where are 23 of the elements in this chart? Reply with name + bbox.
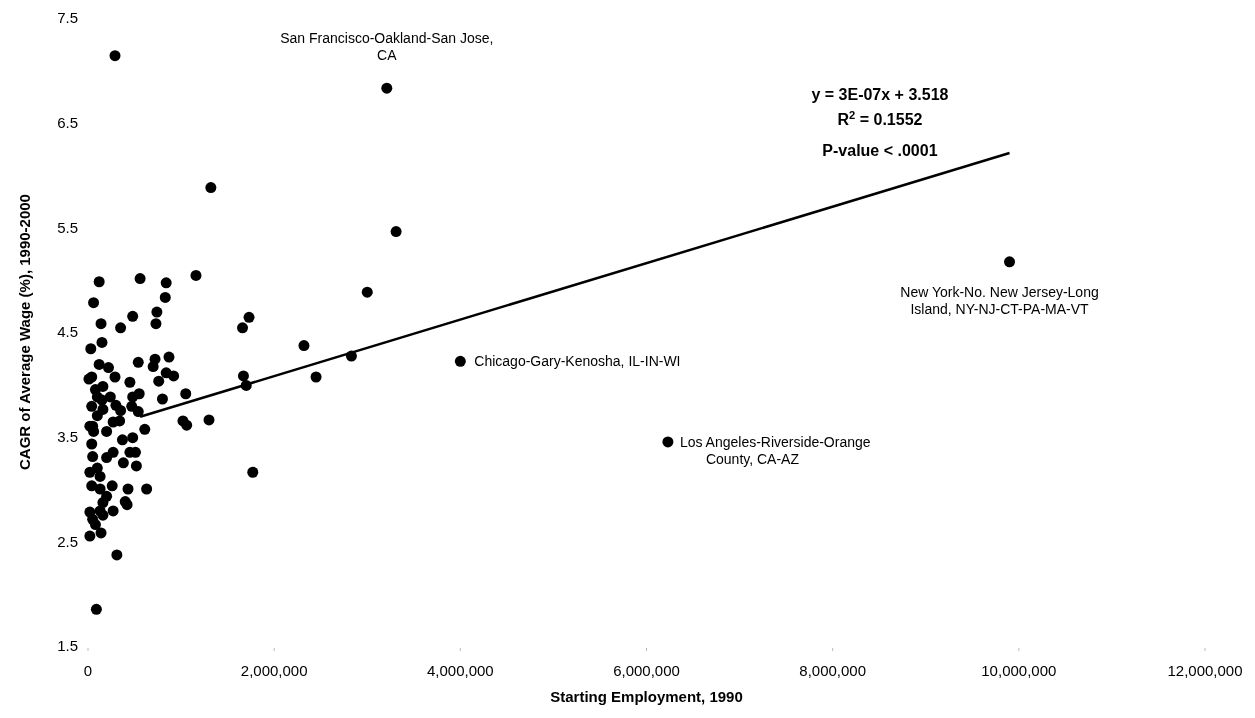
y-axis-title: CAGR of Average Wage (%), 1990-2000 [16, 194, 33, 470]
y-tick-label: 5.5 [57, 218, 78, 236]
x-tick-label: 6,000,000 [613, 662, 680, 679]
annotation: Los Angeles-Riverside-Orange County, CA-AZ [679, 433, 871, 467]
y-tick-label: 6.5 [57, 113, 78, 131]
annotation: San Francisco-Oakland-San Jose, CA [280, 30, 494, 64]
annotation: P-value < .0001 [822, 142, 938, 159]
x-tick-label: 2,000,000 [240, 662, 308, 679]
annotation: Chicago-Gary-Kenosha, IL-IN-WI [474, 353, 681, 370]
x-tick-label: 8,000,000 [799, 662, 867, 679]
x-tick-label: 10,000,000 [981, 662, 1057, 679]
y-tick-label: 3.5 [57, 427, 78, 445]
annotation: R$^{2}$ = 0.1552 [837, 109, 923, 128]
y-tick-label: 2.5 [57, 532, 78, 550]
x-axis-title: Starting Employment, 1990 [550, 688, 743, 705]
x-tick-label: 4,000,000 [426, 662, 494, 679]
annotation: New York-No. New Jersey-Long Island, NY-NJ-CT-PA-MA-VT [900, 283, 1099, 317]
y-tick-label: 4.5 [57, 323, 78, 341]
x-tick-label: 12,000,000 [1167, 662, 1243, 679]
y-tick-label: 1.5 [57, 637, 78, 655]
y-tick-label: 7.5 [57, 9, 78, 27]
x-tick-label: 0 [83, 662, 93, 679]
annotation: y = 3E-07x + 3.518 [811, 86, 949, 103]
